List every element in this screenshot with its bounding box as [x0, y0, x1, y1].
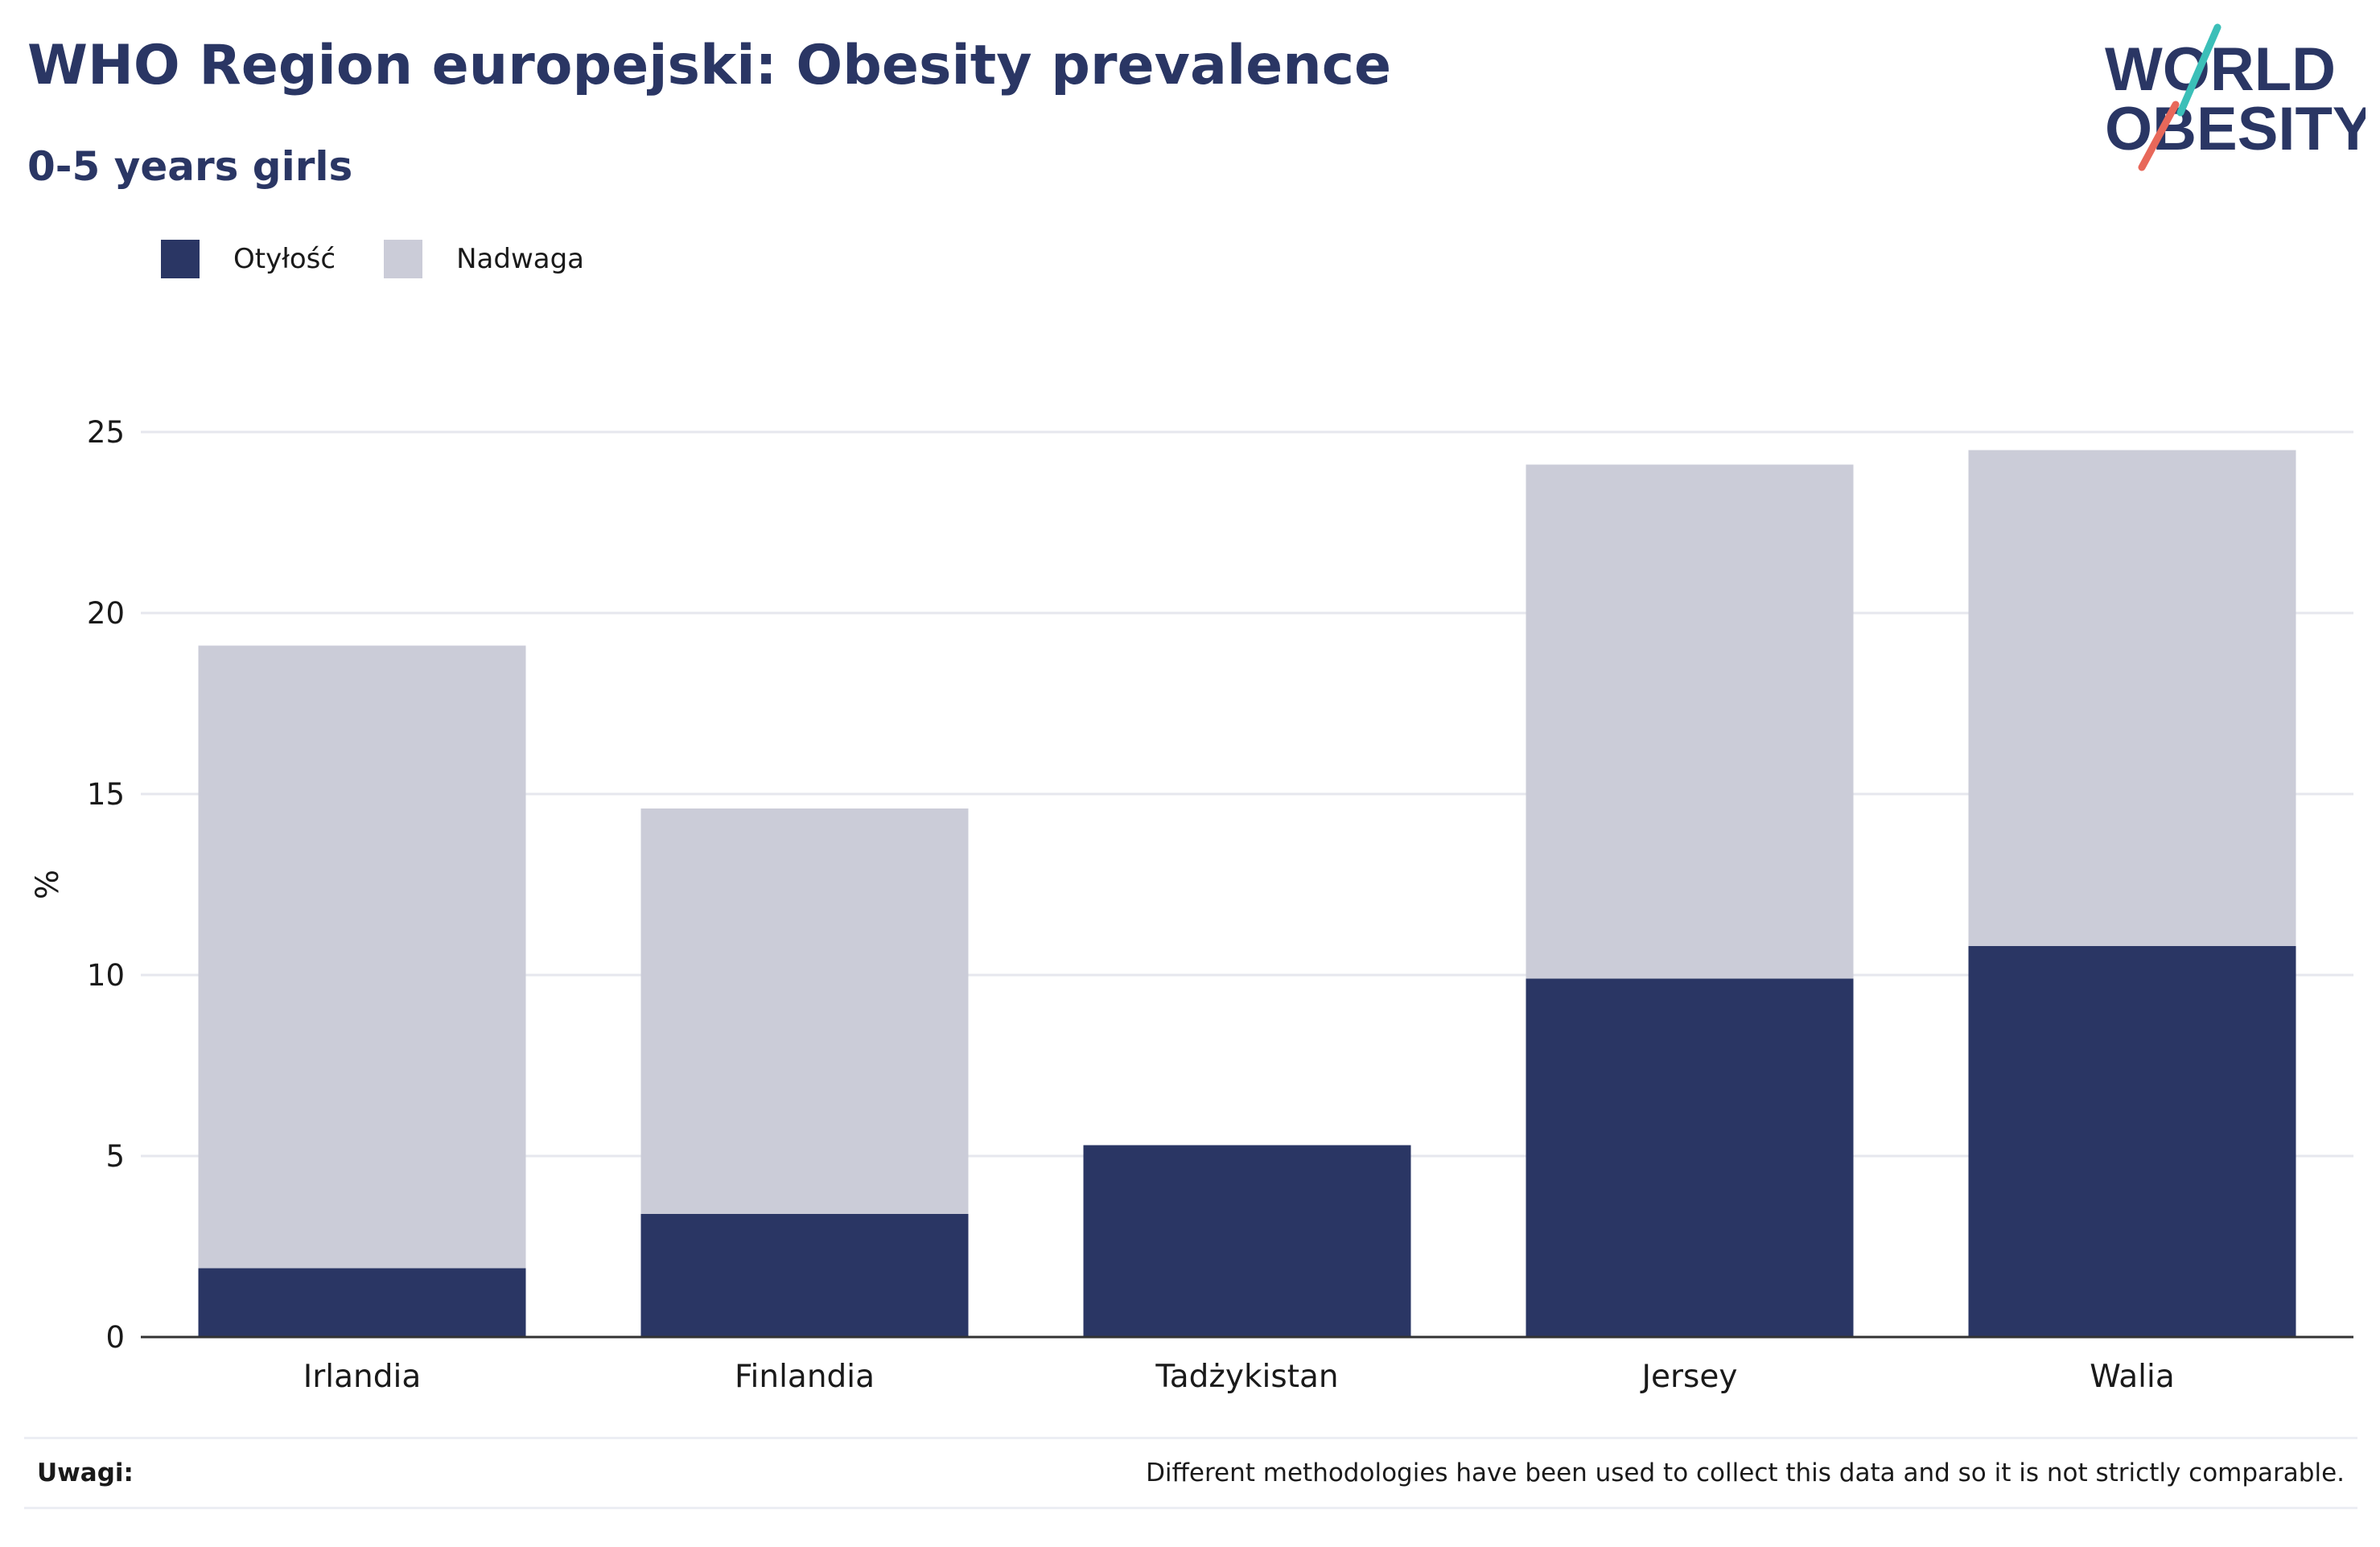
world-obesity-logo: WORLD OBESITY — [2105, 23, 2366, 171]
x-tick-label: Finlandia — [735, 1359, 875, 1395]
logo-text-line1: WORLD — [2105, 35, 2336, 104]
bar-nadwaga-4[interactable] — [1968, 450, 2296, 947]
bar-otylosc-0[interactable] — [198, 1268, 526, 1338]
logo-slash-top — [2176, 23, 2221, 117]
y-axis-title: % — [30, 870, 66, 899]
x-tick-label: Irlandia — [303, 1359, 421, 1395]
notes-bar: Uwagi: Different methodologies have been… — [24, 1437, 2357, 1509]
legend-swatch — [161, 240, 200, 278]
bar-otylosc-4[interactable] — [1968, 946, 2296, 1337]
bar-chart: 0 5 10 15 20 25 Irlandia Finlandia Tadżykistan Je… — [30, 415, 2353, 1395]
bar-nadwaga-0[interactable] — [198, 645, 526, 1269]
legend-label: Otyłość — [233, 243, 336, 275]
y-tick-label: 5 — [105, 1139, 125, 1174]
notes-label: Uwagi: — [37, 1459, 134, 1487]
y-tick-label: 15 — [87, 777, 125, 812]
bar-otylosc-2[interactable] — [1083, 1145, 1411, 1338]
legend-label: Nadwaga — [456, 243, 585, 275]
bar-otylosc-3[interactable] — [1526, 978, 1854, 1338]
y-tick-label: 10 — [87, 958, 125, 993]
y-tick-label: 20 — [87, 596, 125, 631]
bar-nadwaga-3[interactable] — [1526, 464, 1854, 979]
legend-item-otylosc[interactable]: Otyłość — [161, 240, 336, 278]
logo-slash-bottom — [2138, 101, 2180, 171]
x-tick-label: Walia — [2090, 1359, 2175, 1395]
notes-text: Different methodologies have been used t… — [1146, 1459, 2345, 1487]
x-tick-label: Tadżykistan — [1155, 1359, 1338, 1395]
chart-title: WHO Region europejski: Obesity prevalenc… — [27, 34, 1392, 97]
x-tick-label: Jersey — [1640, 1359, 1738, 1395]
bar-otylosc-1[interactable] — [640, 1214, 969, 1337]
legend-swatch — [384, 240, 423, 278]
legend-item-nadwaga[interactable]: Nadwaga — [384, 240, 584, 278]
y-tick-label: 0 — [105, 1320, 125, 1355]
y-tick-label: 25 — [87, 415, 125, 450]
chart-subtitle: 0-5 years girls — [27, 143, 353, 190]
bar-nadwaga-1[interactable] — [640, 808, 969, 1214]
chart-legend: Otyłość Nadwaga — [161, 240, 632, 278]
